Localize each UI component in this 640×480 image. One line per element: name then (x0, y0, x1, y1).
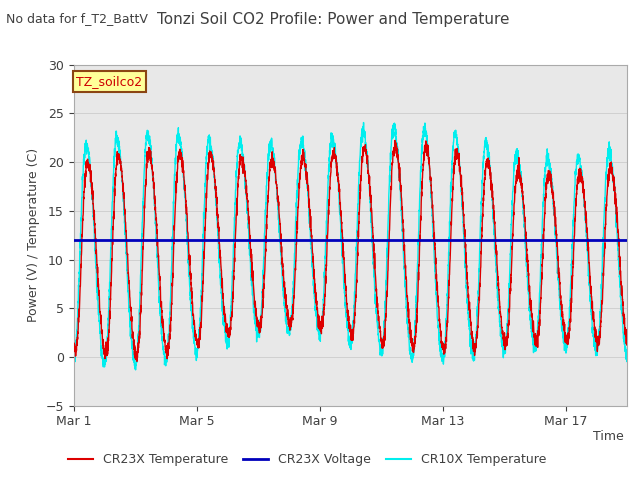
Text: TZ_soilco2: TZ_soilco2 (76, 75, 143, 88)
Text: No data for f_T2_BattV: No data for f_T2_BattV (6, 12, 148, 25)
Legend: CR23X Temperature, CR23X Voltage, CR10X Temperature: CR23X Temperature, CR23X Voltage, CR10X … (63, 448, 552, 471)
Y-axis label: Power (V) / Temperature (C): Power (V) / Temperature (C) (27, 148, 40, 322)
Text: Tonzi Soil CO2 Profile: Power and Temperature: Tonzi Soil CO2 Profile: Power and Temper… (157, 12, 509, 27)
Text: Time: Time (593, 430, 624, 443)
